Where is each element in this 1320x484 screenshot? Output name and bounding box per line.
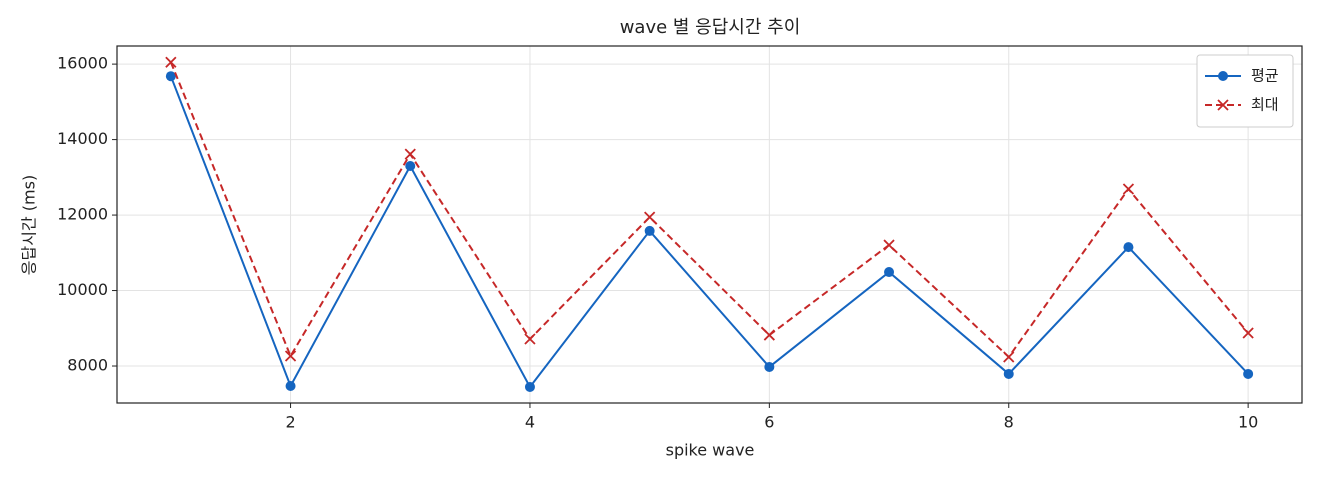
marker <box>644 225 655 236</box>
legend-label: 평균 <box>1251 67 1279 85</box>
marker <box>1123 242 1134 253</box>
x-tick-label: 6 <box>764 413 774 432</box>
x-tick-label: 10 <box>1238 413 1258 432</box>
marker <box>763 329 775 341</box>
marker <box>883 239 895 251</box>
x-tick-label: 4 <box>525 413 535 432</box>
y-tick-label: 12000 <box>57 205 108 224</box>
marker <box>405 161 416 172</box>
plot-frame <box>116 45 1303 404</box>
x-axis-label: spike wave <box>666 441 755 460</box>
marker <box>764 361 775 372</box>
marker <box>165 56 177 68</box>
y-tick-label: 14000 <box>57 129 108 148</box>
marker <box>1122 183 1135 195</box>
marker <box>1242 327 1254 339</box>
legend-marker <box>1218 71 1228 81</box>
y-axis-label: 응답시간 (ms) <box>20 175 39 275</box>
marker <box>1243 368 1254 379</box>
x-tick-label: 8 <box>1004 413 1014 432</box>
marker <box>1003 368 1014 379</box>
series-line <box>169 75 1249 389</box>
marker <box>644 211 656 223</box>
y-tick-label: 16000 <box>57 54 108 73</box>
y-tick-label: 8000 <box>67 356 108 375</box>
marker <box>404 148 416 160</box>
y-tick-label: 10000 <box>57 280 108 299</box>
x-tick-label: 2 <box>285 413 295 432</box>
marker <box>165 71 176 82</box>
marker <box>884 267 895 278</box>
legend-marker <box>1217 99 1229 111</box>
series-line <box>169 61 1249 359</box>
legend-label: 최대 <box>1251 96 1279 114</box>
marker <box>524 333 536 345</box>
marker <box>524 381 535 392</box>
marker <box>285 381 296 392</box>
chart-title: wave 별 응답시간 추이 <box>620 17 801 38</box>
marker <box>284 350 297 362</box>
marker <box>1003 351 1015 363</box>
